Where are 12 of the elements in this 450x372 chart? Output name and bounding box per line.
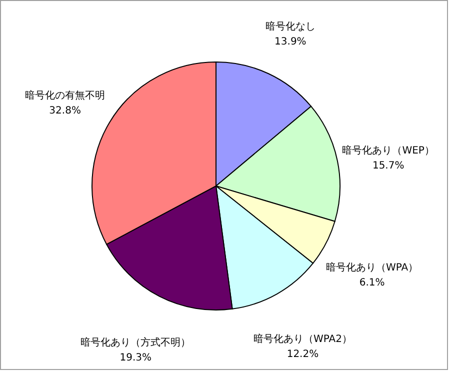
data-label: 19.3% — [120, 352, 152, 364]
data-label: 32.8% — [49, 105, 81, 116]
slice-label: 暗号化なし — [265, 20, 316, 33]
data-label: 13.9% — [274, 36, 306, 48]
slice-label: 暗号化あり（WEP） — [342, 144, 434, 156]
data-label: 15.7% — [372, 160, 404, 172]
data-label: 12.2% — [286, 349, 319, 360]
slice-label: 暗号化の有無不明 — [25, 89, 106, 102]
slice-label: 暗号化あり（方式不明） — [80, 336, 191, 349]
slice-label: 暗号化あり（WPA2） — [253, 333, 352, 346]
slice-label: 暗号化あり（WPA） — [326, 261, 418, 274]
data-label: 6.1% — [359, 277, 385, 288]
